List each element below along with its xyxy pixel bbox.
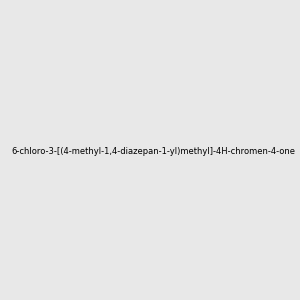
Text: 6-chloro-3-[(4-methyl-1,4-diazepan-1-yl)methyl]-4H-chromen-4-one: 6-chloro-3-[(4-methyl-1,4-diazepan-1-yl)… [12,147,296,156]
